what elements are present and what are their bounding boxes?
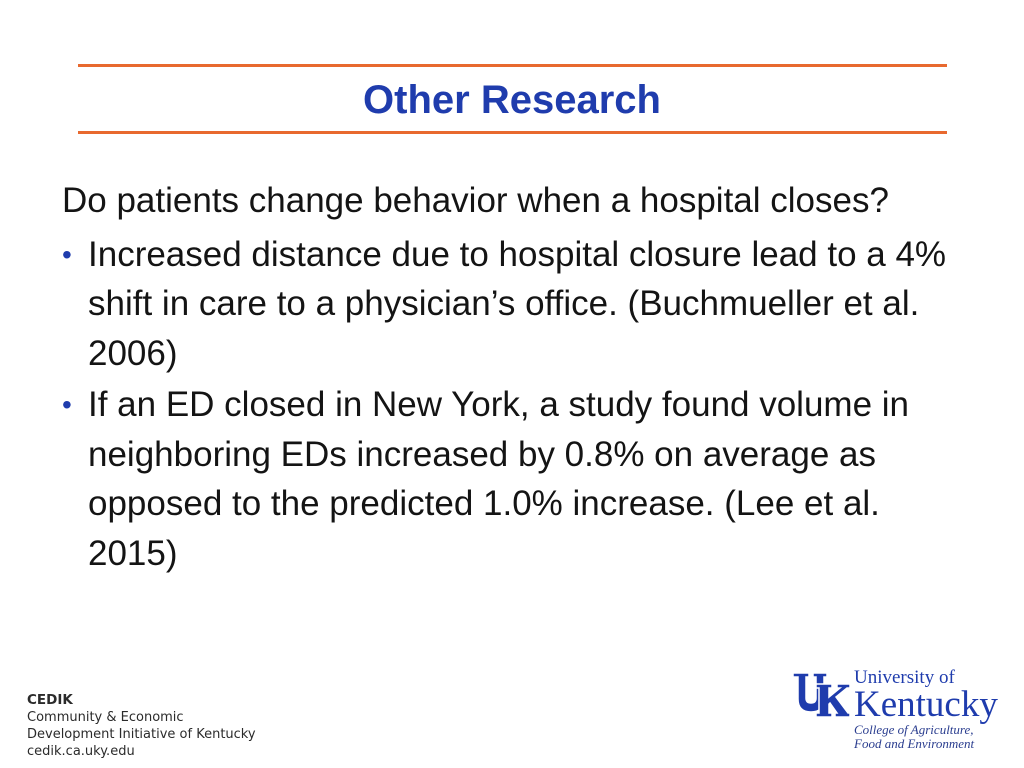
cedik-line1: Community & Economic: [27, 710, 184, 725]
cedik-url: cedik.ca.uky.edu: [27, 744, 135, 759]
bullet-item: • If an ED closed in New York, a study f…: [62, 380, 972, 578]
uk-line3: College of Agriculture,: [854, 722, 974, 737]
uk-line4: Food and Environment: [854, 736, 975, 751]
bullet-text: If an ED closed in New York, a study fou…: [88, 385, 910, 573]
bullet-dot-icon: •: [62, 389, 72, 420]
uk-wordmark: University of Kentucky College of Agricu…: [854, 668, 998, 751]
bullet-dot-icon: •: [62, 238, 72, 270]
intro-question: Do patients change behavior when a hospi…: [62, 181, 889, 220]
cedik-line2: Development Initiative of Kentucky: [27, 727, 256, 742]
uk-line1: University of: [854, 667, 955, 688]
uk-logo: University of Kentucky College of Agricu…: [792, 668, 1012, 760]
uk-line2: Kentucky: [854, 684, 998, 725]
uk-mark-icon: [792, 672, 850, 718]
cedik-logo: CEDIK Community & Economic Development I…: [27, 692, 287, 760]
bullet-text: Increased distance due to hospital closu…: [88, 234, 947, 373]
title-top-rule: [78, 64, 947, 67]
slide-body: Do patients change behavior when a hospi…: [62, 176, 972, 580]
title-bottom-rule: [78, 131, 947, 134]
cedik-name: CEDIK: [27, 692, 73, 708]
bullet-item: • Increased distance due to hospital clo…: [62, 230, 972, 379]
slide-title: Other Research: [363, 78, 661, 122]
